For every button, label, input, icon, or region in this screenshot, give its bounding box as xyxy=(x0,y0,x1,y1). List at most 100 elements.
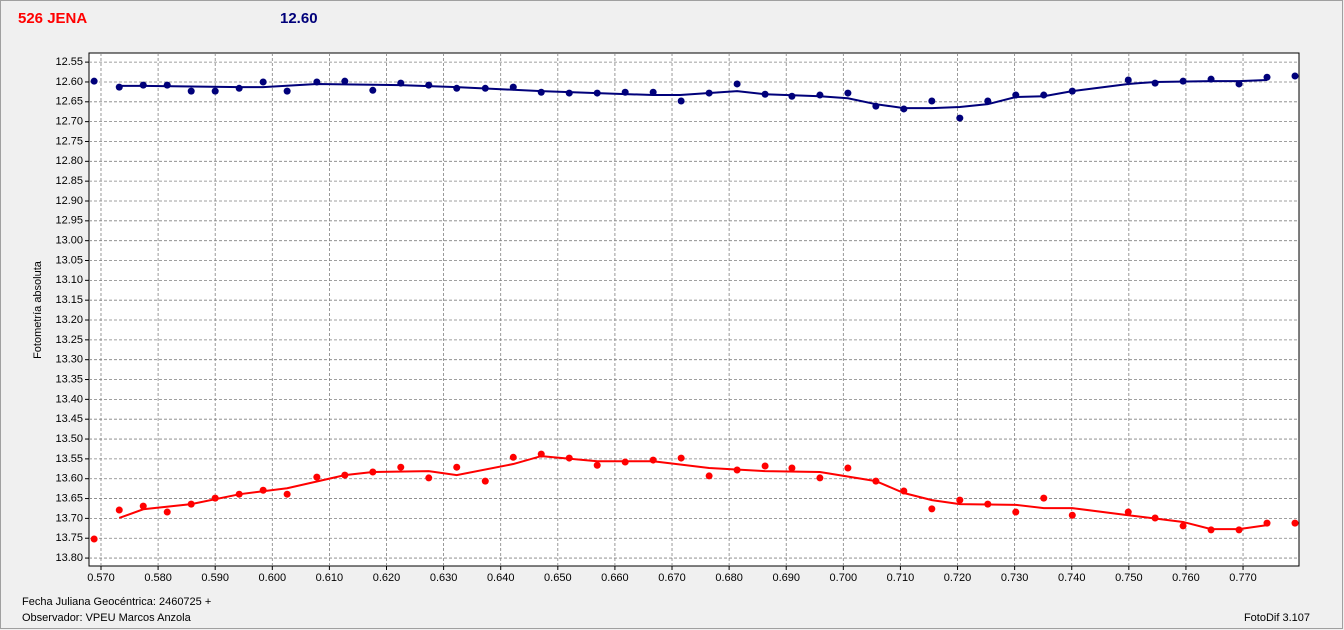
y-tick-label: 12.55 xyxy=(55,56,83,68)
data-point xyxy=(1151,79,1159,87)
observer: Observador: VPEU Marcos Anzola xyxy=(22,612,192,624)
data-point xyxy=(1068,511,1076,519)
y-tick-label: 12.95 xyxy=(55,215,83,227)
data-point xyxy=(313,473,321,481)
data-point xyxy=(211,87,219,95)
data-point xyxy=(705,472,713,480)
data-point xyxy=(283,87,291,95)
y-tick-label: 13.25 xyxy=(55,334,83,346)
x-tick-label: 0.640 xyxy=(487,572,515,584)
data-point xyxy=(956,496,964,504)
data-point xyxy=(816,474,824,482)
y-tick-label: 13.00 xyxy=(55,235,83,247)
y-tick-label: 13.75 xyxy=(55,532,83,544)
data-point xyxy=(844,464,852,472)
y-tick-label: 13.80 xyxy=(55,552,83,564)
data-point xyxy=(1012,508,1020,516)
data-point xyxy=(425,474,433,482)
y-axis-label: Fotometría absoluta xyxy=(32,260,44,359)
y-tick-label: 13.60 xyxy=(55,473,83,485)
data-point xyxy=(163,508,171,516)
x-tick-label: 0.570 xyxy=(87,572,115,584)
data-point xyxy=(369,86,377,94)
x-tick-label: 0.670 xyxy=(658,572,686,584)
data-point xyxy=(283,490,291,498)
fit-line xyxy=(118,455,1268,531)
x-tick-label: 0.770 xyxy=(1229,572,1257,584)
y-tick-label: 13.40 xyxy=(55,393,83,405)
y-tick-label: 13.45 xyxy=(55,413,83,425)
data-point xyxy=(1235,80,1243,88)
y-tick-label: 13.35 xyxy=(55,373,83,385)
y-tick-label: 13.10 xyxy=(55,274,83,286)
data-point xyxy=(928,97,936,105)
y-tick-label: 12.70 xyxy=(55,116,83,128)
x-tick-label: 0.750 xyxy=(1115,572,1143,584)
data-point xyxy=(115,83,123,91)
data-point xyxy=(816,91,824,99)
y-tick-label: 13.05 xyxy=(55,254,83,266)
y-tick-label: 12.80 xyxy=(55,155,83,167)
y-tick-label: 13.50 xyxy=(55,433,83,445)
y-tick-label: 13.55 xyxy=(55,453,83,465)
data-point xyxy=(537,88,545,96)
data-point xyxy=(139,502,147,510)
x-tick-label: 0.730 xyxy=(1001,572,1029,584)
x-tick-label: 0.740 xyxy=(1058,572,1086,584)
data-point xyxy=(259,78,267,86)
data-point xyxy=(397,463,405,471)
data-point xyxy=(593,461,601,469)
data-point xyxy=(90,535,98,543)
y-tick-label: 12.85 xyxy=(55,175,83,187)
data-point xyxy=(1263,73,1271,81)
chart-subtitle: 12.60 xyxy=(280,10,318,27)
x-tick-label: 0.700 xyxy=(830,572,858,584)
data-point xyxy=(1179,522,1187,530)
x-tick-label: 0.680 xyxy=(715,572,743,584)
data-point xyxy=(788,464,796,472)
data-point xyxy=(115,506,123,514)
data-point xyxy=(733,80,741,88)
data-point xyxy=(928,505,936,513)
data-point xyxy=(1291,519,1299,527)
data-point xyxy=(1124,508,1132,516)
x-axis-label: Fecha Juliana Geocéntrica: 2460725 + xyxy=(22,596,211,608)
x-tick-label: 0.590 xyxy=(201,572,229,584)
fit-line xyxy=(119,78,1268,110)
data-point xyxy=(163,81,171,89)
data-point xyxy=(453,463,461,471)
data-point xyxy=(677,454,685,462)
y-tick-label: 12.65 xyxy=(55,96,83,108)
y-tick-label: 13.65 xyxy=(55,492,83,504)
software-version: FotoDif 3.107 xyxy=(1244,612,1310,624)
chart-title: 526 JENA xyxy=(18,10,87,27)
data-point xyxy=(453,84,461,92)
x-tick-label: 0.620 xyxy=(373,572,401,584)
data-point xyxy=(235,84,243,92)
y-tick-label: 13.15 xyxy=(55,294,83,306)
data-point xyxy=(481,477,489,485)
data-point xyxy=(90,77,98,85)
data-point xyxy=(761,462,769,470)
data-point xyxy=(677,97,685,105)
x-tick-label: 0.660 xyxy=(601,572,629,584)
data-point xyxy=(187,87,195,95)
plot-area xyxy=(88,52,1300,567)
y-tick-label: 12.60 xyxy=(55,76,83,88)
x-tick-label: 0.630 xyxy=(430,572,458,584)
y-tick-label: 13.30 xyxy=(55,354,83,366)
data-point xyxy=(1124,76,1132,84)
x-tick-label: 0.610 xyxy=(316,572,344,584)
x-tick-label: 0.720 xyxy=(944,572,972,584)
data-point xyxy=(341,77,349,85)
y-tick-label: 13.70 xyxy=(55,512,83,524)
data-point xyxy=(956,114,964,122)
data-point xyxy=(1291,72,1299,80)
data-point xyxy=(844,89,852,97)
x-tick-label: 0.650 xyxy=(544,572,572,584)
x-tick-label: 0.690 xyxy=(772,572,800,584)
x-tick-label: 0.710 xyxy=(887,572,915,584)
data-point xyxy=(509,453,517,461)
